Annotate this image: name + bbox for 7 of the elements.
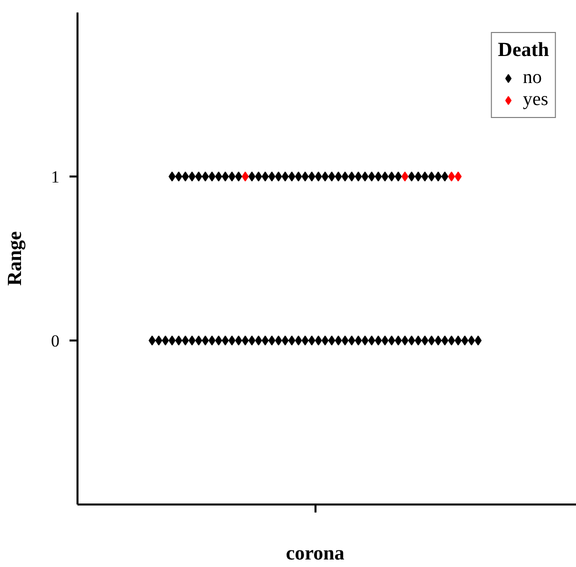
x-tick-label: corona [286,542,344,564]
y-tick-label: 0 [51,332,60,350]
legend-title: Death [498,39,549,62]
legend-label: yes [522,89,548,111]
y-tick-label: 1 [51,168,60,186]
legend-label: no [522,67,543,89]
y-axis-title: Range [4,231,26,286]
